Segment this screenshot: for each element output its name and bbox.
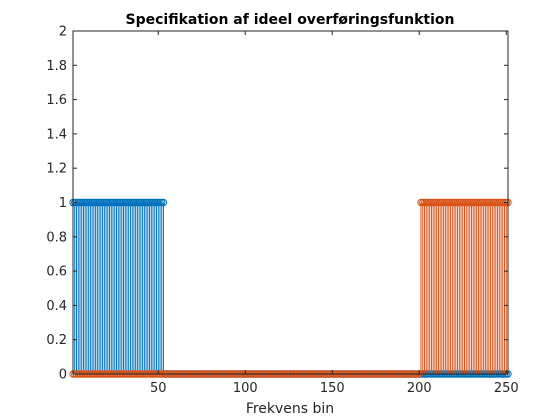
stem-marker — [159, 198, 168, 207]
x-tick-label: 50 — [150, 381, 167, 396]
y-tick-label: 1.8 — [46, 59, 67, 74]
y-tick-label: 0.4 — [46, 299, 67, 314]
y-tick-label: 0.8 — [46, 230, 67, 245]
y-tick-label: 2 — [59, 25, 67, 40]
y-tick-label: 1.2 — [46, 162, 67, 177]
y-tick-label: 1.6 — [46, 93, 67, 108]
y-tick-label: 0.6 — [46, 265, 67, 280]
x-tick-label: 100 — [233, 381, 258, 396]
x-axis-label: Frekvens bin — [246, 401, 334, 417]
plot-background — [73, 31, 508, 374]
x-tick-label: 200 — [407, 381, 432, 396]
y-tick-label: 0.2 — [46, 333, 67, 348]
y-tick-label: 1.4 — [46, 127, 67, 142]
x-tick-label: 150 — [320, 381, 345, 396]
x-tick-label: 250 — [494, 381, 519, 396]
axis-ticks: 50 100 150 200 250 0 0.2 0.4 0.6 0.8 1 1.2 1.4 1.6 1.8… — [46, 25, 518, 397]
y-tick-label: 0 — [59, 368, 67, 383]
chart-title: Specifikation af ideel overføringsfunkti… — [126, 12, 455, 28]
y-tick-label: 1 — [59, 196, 67, 211]
